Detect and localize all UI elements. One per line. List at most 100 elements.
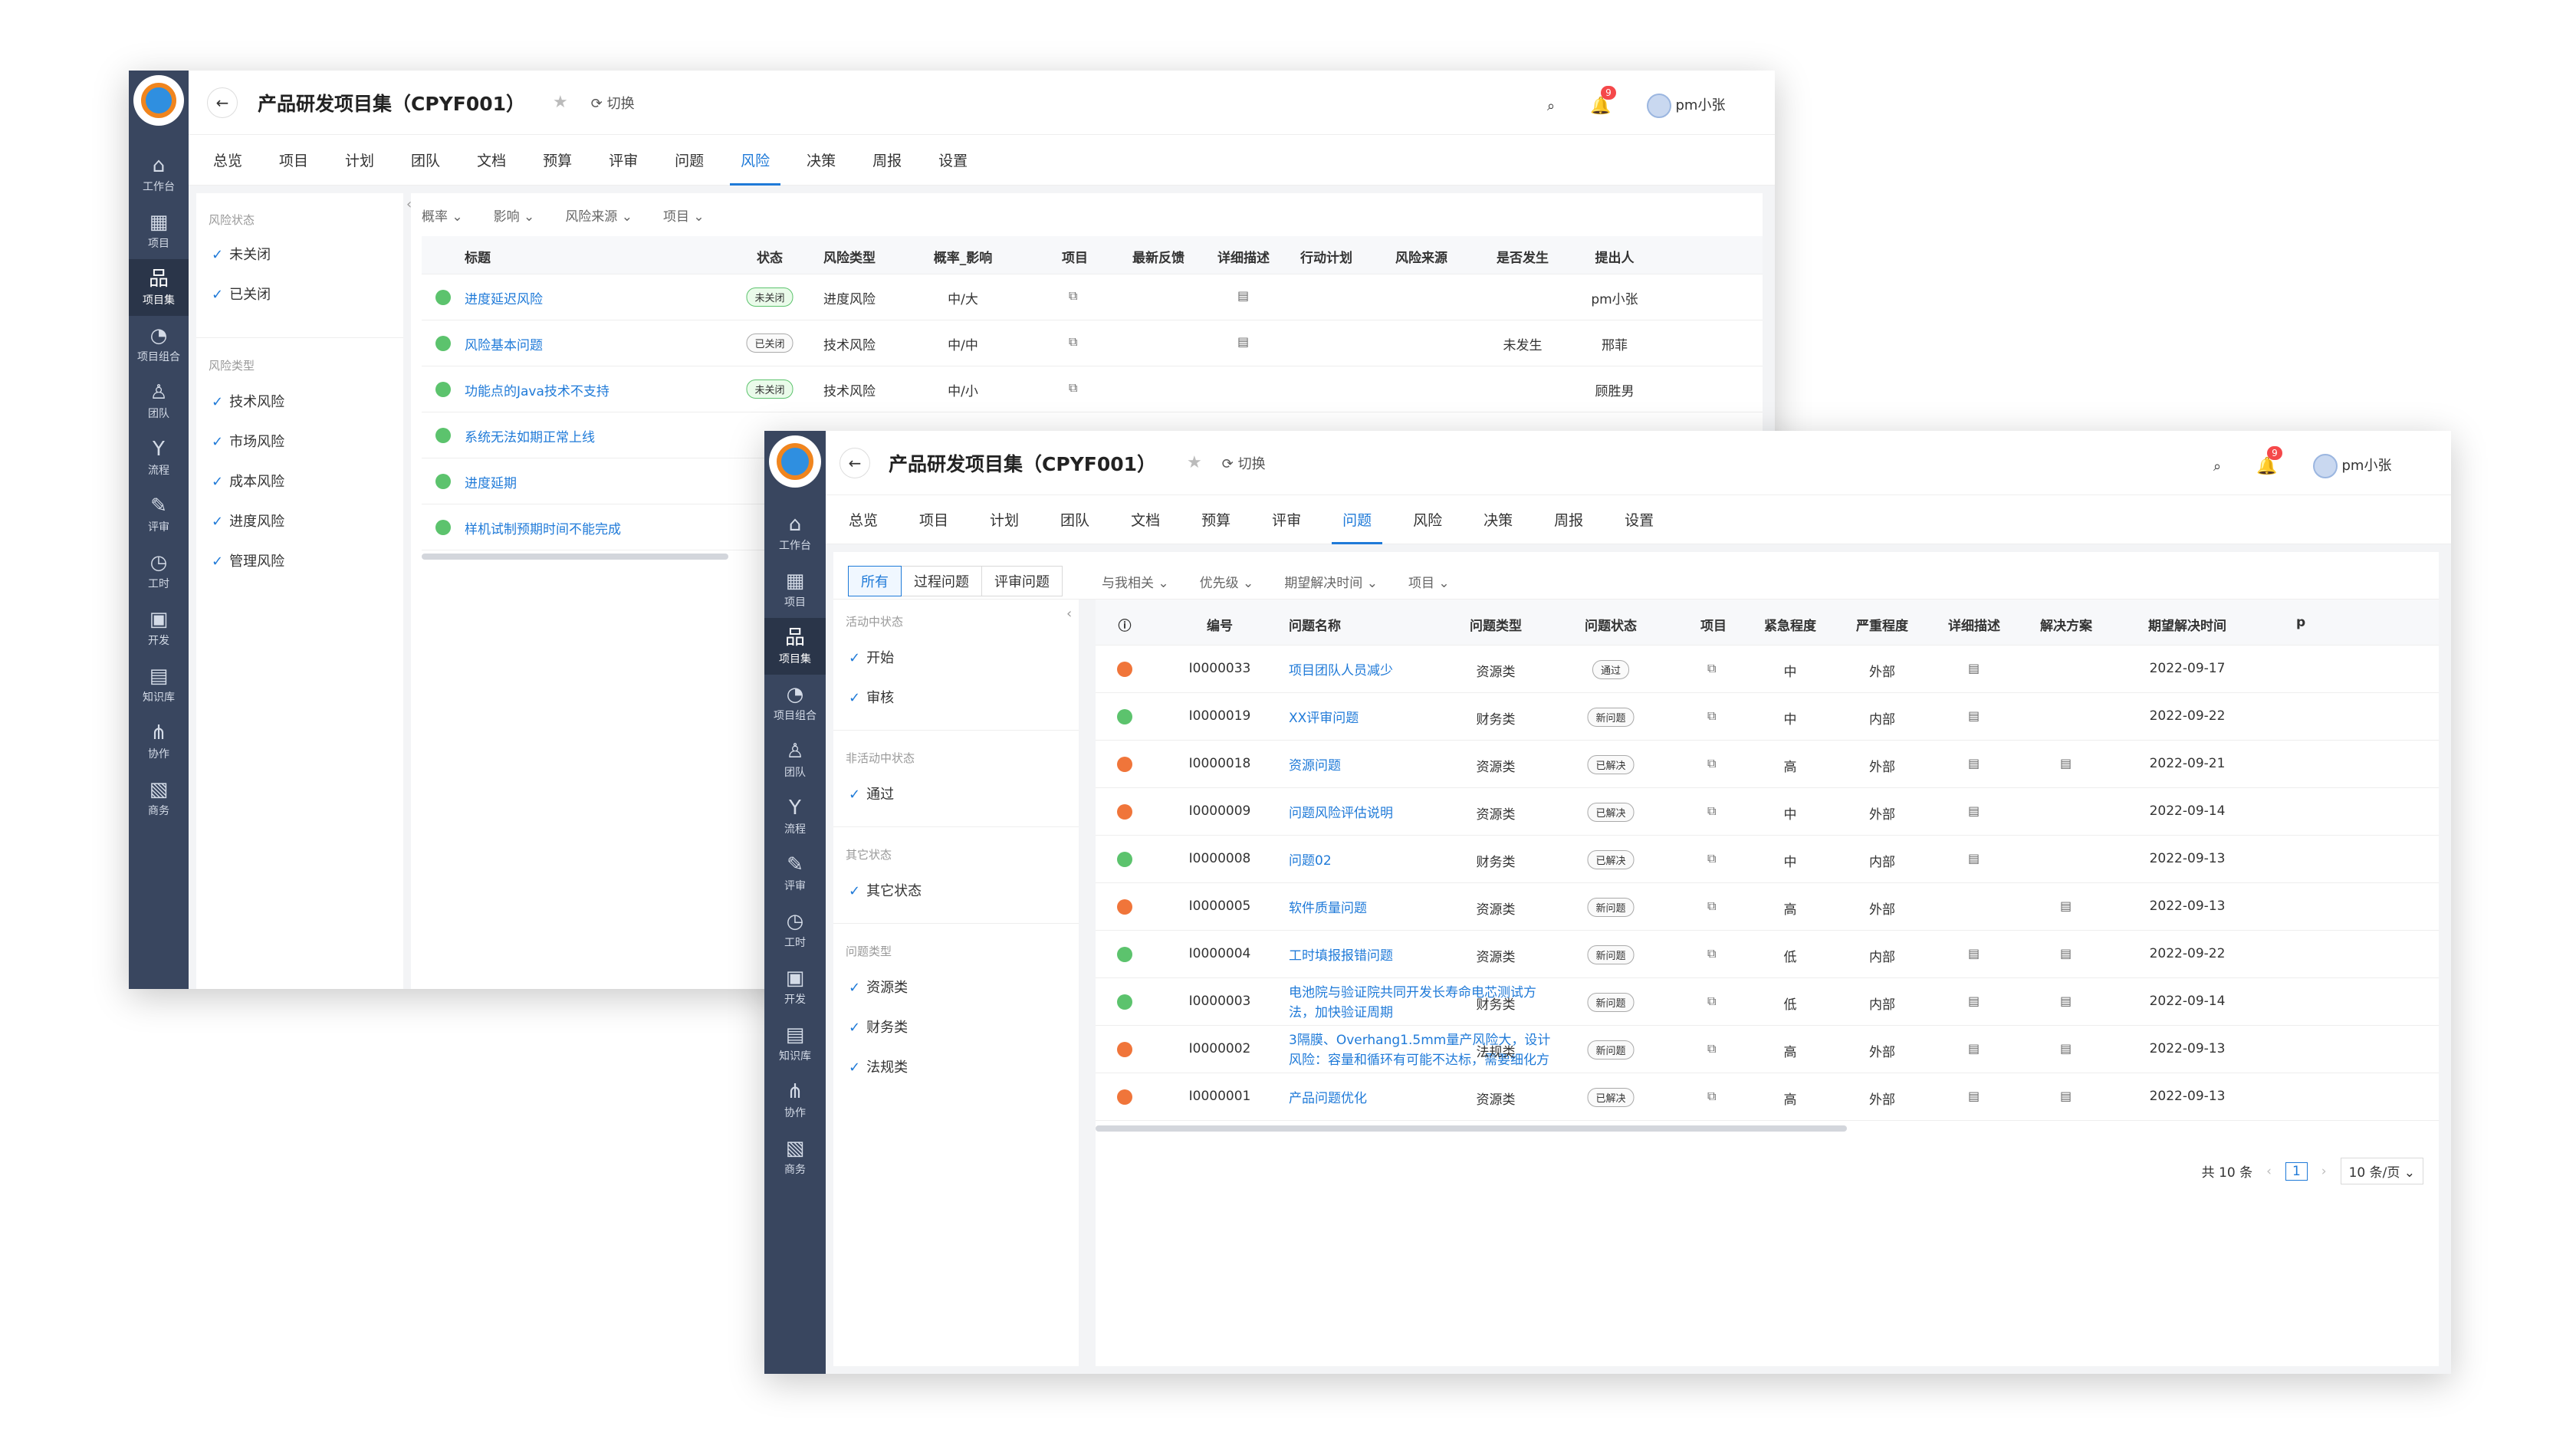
tab-3[interactable]: 团队 <box>411 153 441 169</box>
sidebar-item-team[interactable]: ♙ 团队 <box>129 373 189 429</box>
sidebar-item-worktime[interactable]: ◷ 工时 <box>129 543 189 600</box>
star-icon[interactable]: ★ <box>1187 453 1202 472</box>
sidebar-item-collab[interactable]: ⋔ 协作 <box>764 1072 826 1129</box>
risk-type-item[interactable]: ✓ 技术风险 <box>212 391 284 411</box>
document-icon[interactable]: ▤ <box>1968 708 1980 723</box>
solution-icon[interactable]: ▤ <box>2060 756 2072 770</box>
filter-dropdown[interactable]: 影响 ⌄ <box>493 209 535 225</box>
risk-status-item[interactable]: ✓ 未关闭 <box>212 244 271 264</box>
project-icon[interactable]: ⧉ <box>1069 334 1078 349</box>
horizontal-scrollbar[interactable] <box>1096 1125 1847 1132</box>
table-row[interactable] <box>422 320 1763 366</box>
tab-7[interactable]: 问题 <box>675 153 705 169</box>
solution-icon[interactable]: ▤ <box>2060 899 2072 913</box>
issue-name[interactable]: 产品问题优化 <box>1289 1089 1367 1109</box>
sidebar-item-team[interactable]: ♙ 团队 <box>764 731 826 788</box>
project-icon[interactable]: ⧉ <box>1707 661 1717 675</box>
star-icon[interactable]: ★ <box>553 93 568 112</box>
table-row[interactable] <box>1096 1073 2439 1121</box>
document-icon[interactable]: ▤ <box>1968 756 1980 770</box>
solution-icon[interactable]: ▤ <box>2060 1041 2072 1056</box>
table-row[interactable] <box>1096 1026 2439 1073</box>
tab-4[interactable]: 文档 <box>1131 512 1161 529</box>
sidebar-item-home[interactable]: ⌂ 工作台 <box>764 504 826 561</box>
sidebar-item-knowledge[interactable]: ▤ 知识库 <box>129 656 189 713</box>
tab-11[interactable]: 设置 <box>938 153 968 169</box>
prev-page-icon[interactable]: ‹ <box>2266 1163 2272 1179</box>
document-icon[interactable]: ▤ <box>1968 1089 1980 1103</box>
search-icon[interactable]: ⌕ <box>2213 458 2222 475</box>
tab-1[interactable]: 项目 <box>919 512 949 529</box>
tab-11[interactable]: 设置 <box>1625 512 1654 529</box>
bell-icon[interactable]: 🔔 9 <box>1590 85 1616 116</box>
document-icon[interactable]: ▤ <box>1968 994 1980 1008</box>
risk-title[interactable]: 进度延期 <box>465 476 517 491</box>
page-size-select[interactable]: 10 条/页 ⌄ <box>2340 1158 2423 1184</box>
sidebar-item-flow[interactable]: Y 流程 <box>129 429 189 486</box>
tab-9[interactable]: 决策 <box>1484 512 1513 529</box>
issue-name[interactable]: 电池院与验证院共同开发长寿命电芯测试方 法，加快验证周期 <box>1289 983 1536 1023</box>
risk-title[interactable]: 样机试制预期时间不能完成 <box>465 522 621 537</box>
switch-button[interactable]: ⟳ 切换 <box>590 95 635 112</box>
tab-8[interactable]: 风险 <box>1413 512 1443 529</box>
project-icon[interactable]: ⧉ <box>1707 1089 1717 1103</box>
issue-name[interactable]: 项目团队人员减少 <box>1289 661 1393 681</box>
sidebar-item-program[interactable]: 品项目集 <box>764 618 826 675</box>
risk-title[interactable]: 风险基本问题 <box>465 338 543 353</box>
sidebar-item-business[interactable]: ▧ 商务 <box>129 770 189 826</box>
project-icon[interactable]: ⧉ <box>1707 946 1717 961</box>
issue-name[interactable]: 软件质量问题 <box>1289 899 1367 918</box>
tab-3[interactable]: 团队 <box>1060 512 1090 529</box>
issue-name[interactable]: 问题02 <box>1289 851 1332 871</box>
table-row[interactable] <box>422 274 1763 320</box>
tab-6[interactable]: 评审 <box>1272 512 1302 529</box>
risk-type-item[interactable]: ✓ 进度风险 <box>212 511 284 531</box>
risk-type-item[interactable]: ✓ 管理风险 <box>212 550 284 570</box>
back-button[interactable]: ← <box>840 447 870 478</box>
document-icon[interactable]: ▤ <box>1968 661 1980 675</box>
tab-9[interactable]: 决策 <box>807 153 836 169</box>
document-icon[interactable]: ▤ <box>1968 803 1980 818</box>
project-icon[interactable]: ⧉ <box>1707 994 1717 1008</box>
project-icon[interactable]: ⧉ <box>1707 803 1717 818</box>
sidebar-item-portfolio[interactable]: ◔ 项目组合 <box>764 675 826 731</box>
table-row[interactable] <box>1096 693 2439 741</box>
table-row[interactable] <box>1096 883 2439 931</box>
issue-name[interactable]: 工时填报报错问题 <box>1289 946 1393 966</box>
project-icon[interactable]: ⧉ <box>1707 851 1717 866</box>
segment-1[interactable]: 过程问题 <box>901 566 982 596</box>
sidebar-item-review[interactable]: ✎ 评审 <box>129 486 189 543</box>
next-page-icon[interactable]: › <box>2321 1163 2327 1179</box>
document-icon[interactable]: ▤ <box>1968 851 1980 866</box>
risk-type-item[interactable]: ✓ 市场风险 <box>212 431 284 451</box>
project-icon[interactable]: ⧉ <box>1069 288 1078 303</box>
sidebar-item-knowledge[interactable]: ▤ 知识库 <box>764 1015 826 1072</box>
risk-status-item[interactable]: ✓ 已关闭 <box>212 284 271 304</box>
filter-item[interactable]: ✓ 财务类 <box>849 1017 908 1037</box>
table-row[interactable] <box>1096 978 2439 1026</box>
segment-0[interactable]: 所有 <box>848 566 902 596</box>
app-logo[interactable] <box>769 435 821 488</box>
user-menu[interactable]: pm小张 <box>2312 454 2391 478</box>
filter-item[interactable]: ✓ 资源类 <box>849 977 908 997</box>
issue-name[interactable]: XX评审问题 <box>1289 708 1359 728</box>
table-row[interactable] <box>1096 788 2439 836</box>
project-icon[interactable]: ⧉ <box>1707 708 1717 723</box>
collapse-left-icon[interactable]: ‹ <box>1066 606 1073 622</box>
page-number[interactable]: 1 <box>2285 1161 2308 1181</box>
document-icon[interactable]: ▤ <box>1237 334 1250 349</box>
sidebar-item-project[interactable]: ▦ 项目 <box>129 202 189 259</box>
search-icon[interactable]: ⌕ <box>1547 97 1556 114</box>
table-row[interactable] <box>1096 931 2439 978</box>
tab-8[interactable]: 风险 <box>730 135 781 186</box>
filter-item[interactable]: ✓ 其它状态 <box>849 880 922 900</box>
document-icon[interactable]: ▤ <box>1968 946 1980 961</box>
sidebar-item-dev[interactable]: ▣ 开发 <box>129 600 189 656</box>
filter-item[interactable]: ✓ 法规类 <box>849 1056 908 1076</box>
document-icon[interactable]: ▤ <box>1968 1041 1980 1056</box>
issue-name[interactable]: 资源问题 <box>1289 756 1341 776</box>
solution-icon[interactable]: ▤ <box>2060 1089 2072 1103</box>
risk-title[interactable]: 系统无法如期正常上线 <box>465 430 595 445</box>
solution-icon[interactable]: ▤ <box>2060 994 2072 1008</box>
filter-item[interactable]: ✓ 开始 <box>849 647 894 667</box>
